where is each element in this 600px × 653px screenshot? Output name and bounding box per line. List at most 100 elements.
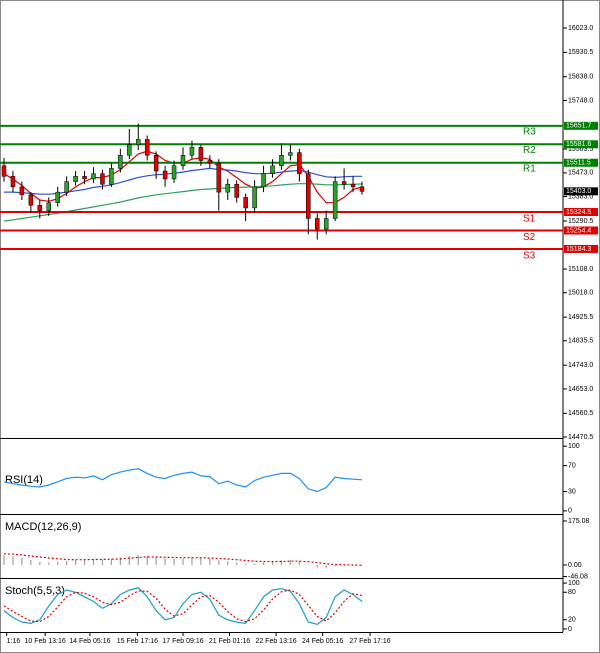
x-tick-label: 17 Feb 09:16 (162, 638, 203, 645)
candle-body (82, 176, 87, 180)
indicator-line (3, 468, 363, 493)
y-tick-label: 15108.0 (568, 266, 593, 273)
histogram-bar (173, 558, 175, 566)
candle-body (1, 165, 7, 177)
candle-body (234, 183, 239, 198)
candle-body (19, 186, 25, 196)
level-box (564, 208, 598, 217)
candle-body (332, 181, 338, 219)
last-price-label: 15403.0 (566, 188, 591, 195)
level-box (564, 158, 598, 167)
histogram-bar (271, 561, 274, 566)
y-tick-label: 15290.5 (568, 218, 593, 225)
level-label: 15184.3 (566, 246, 591, 253)
level-label: 15511.5 (566, 160, 591, 167)
candle-body (109, 168, 114, 185)
histogram-bar (236, 562, 238, 566)
histogram-bar (209, 558, 211, 566)
candle-body (297, 152, 302, 174)
histogram-bar (75, 559, 77, 566)
histogram-bar (254, 563, 256, 566)
level-label: 15581.6 (566, 141, 591, 148)
candle-body (73, 176, 78, 182)
candle-body (359, 186, 365, 192)
level-label: 15254.4 (566, 227, 591, 234)
candle-body (288, 152, 293, 156)
histogram-bar (57, 561, 59, 566)
y-tick-label: 15563.5 (568, 146, 593, 153)
level-label: 15651.7 (566, 123, 591, 130)
y-tick-label: 30 (568, 488, 576, 495)
histogram-bar (334, 565, 336, 567)
y-tick-label: 80 (568, 589, 576, 596)
histogram-bar (119, 557, 121, 566)
y-tick-label: 15018.0 (568, 290, 593, 297)
y-tick-label: 15930.5 (568, 49, 593, 56)
histogram-bar (83, 559, 86, 566)
histogram-bar (182, 558, 184, 566)
y-tick-label: 14743.0 (568, 362, 593, 369)
candle-body (100, 173, 105, 185)
histogram-bar (325, 565, 327, 569)
candle-body (341, 181, 347, 185)
y-tick-label: 14470.5 (568, 434, 593, 441)
level-box (564, 226, 598, 235)
candle-body (323, 218, 329, 230)
histogram-bar (101, 559, 104, 566)
candle-body (171, 165, 177, 180)
panel-title: Stoch(5,5,3) (5, 585, 65, 597)
histogram-bar (39, 561, 41, 566)
y-tick-label: 15473.0 (568, 170, 593, 177)
y-tick-label: 14925.5 (568, 314, 593, 321)
x-tick-label: 1:16 (7, 638, 21, 645)
candle-body (118, 154, 123, 169)
histogram-bar (155, 556, 157, 566)
histogram-bar (21, 557, 23, 566)
candle-body (207, 160, 213, 164)
candle-body (10, 176, 16, 188)
level-name: S1 (523, 214, 536, 225)
histogram-bar (316, 565, 318, 568)
histogram-bar (245, 563, 247, 566)
histogram-bar (262, 562, 265, 566)
histogram-bar (227, 561, 229, 566)
candle-body (162, 170, 168, 180)
histogram-bar (146, 555, 148, 566)
last-price-box (564, 187, 598, 196)
histogram-bar (30, 559, 32, 566)
histogram-bar (280, 560, 283, 566)
level-box (564, 121, 598, 130)
level-name: R3 (523, 126, 536, 137)
candle-body (153, 154, 159, 172)
y-tick-label: 14560.5 (568, 410, 593, 417)
x-tick-label: 22 Feb 13:16 (255, 638, 296, 645)
candle-body (136, 139, 141, 145)
candle-body (252, 186, 257, 209)
histogram-bar (92, 558, 95, 566)
histogram-bar (361, 565, 363, 566)
histogram-bar (298, 560, 300, 566)
y-tick-label: 0 (568, 626, 572, 633)
histogram-bar (164, 558, 166, 566)
candle-body (91, 173, 96, 180)
level-label: 15324.5 (566, 209, 591, 216)
y-tick-label: 0 (568, 508, 572, 515)
y-tick-label: 100 (568, 443, 580, 450)
level-name: S2 (523, 232, 536, 243)
level-box (564, 140, 598, 149)
candle-body (306, 173, 311, 219)
x-tick-label: 15 Feb 17:16 (117, 638, 158, 645)
candle-body (270, 165, 275, 174)
x-tick-label: 14 Feb 05:16 (69, 638, 110, 645)
y-tick-label: 15748.0 (568, 97, 593, 104)
x-tick-label: 27 Feb 17:16 (349, 638, 390, 645)
level-name: R1 (523, 163, 536, 174)
candle-body (64, 181, 69, 193)
x-tick-label: 10 Feb 13:16 (25, 638, 66, 645)
y-tick-label: 16023.0 (568, 25, 593, 32)
candle-body (180, 154, 186, 167)
histogram-bar (128, 555, 130, 566)
candle-body (243, 197, 248, 209)
